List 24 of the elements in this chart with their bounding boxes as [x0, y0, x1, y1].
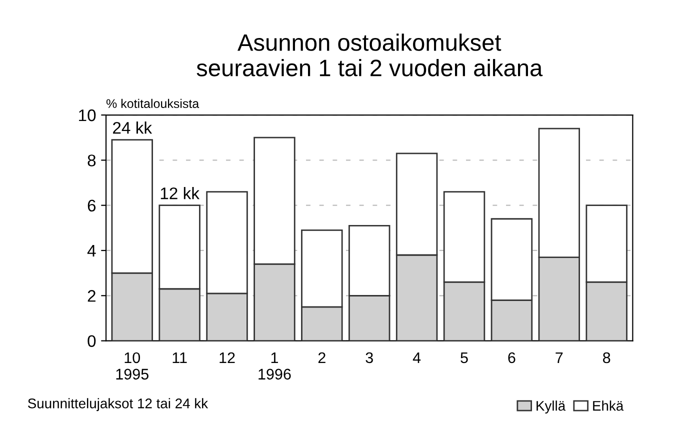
x-tick-label: 4	[412, 352, 421, 363]
annotation: 24 kk	[113, 122, 152, 134]
chart-title: Asunnon ostoaikomukset seuraavien 1 tai 2 vuoden aikana	[196, 34, 543, 76]
x-tick-label: 12	[220, 352, 235, 363]
x-tick-label: 6	[508, 352, 516, 364]
x-tick-label: 3	[366, 352, 373, 364]
legend-label: Ehkä	[593, 400, 624, 411]
y-tick-label: 0	[88, 335, 96, 348]
x-tick-label: 8	[603, 352, 610, 364]
y-tick-label: 4	[87, 245, 96, 257]
x-tick-label: 7	[556, 352, 563, 363]
x-tick-label: 11	[172, 352, 187, 363]
x-tick-label: 2	[318, 352, 326, 363]
y-tick-label: 10	[79, 109, 96, 122]
x-tick-label: 10 1995	[116, 352, 148, 380]
y-tick-label: 8	[88, 154, 96, 166]
y-tick-label: 6	[88, 200, 96, 212]
annotation: 12 kk	[160, 187, 200, 200]
y-axis-title: % kotitalouksista	[106, 98, 200, 108]
x-tick-label: 5	[460, 352, 468, 364]
y-tick-label: 2	[88, 290, 96, 302]
text: Suunnittelujaksot 12 tai 24 kk	[28, 398, 208, 412]
legend-label: Kyllä	[536, 400, 566, 414]
x-tick-label: 1 1996	[258, 352, 291, 380]
